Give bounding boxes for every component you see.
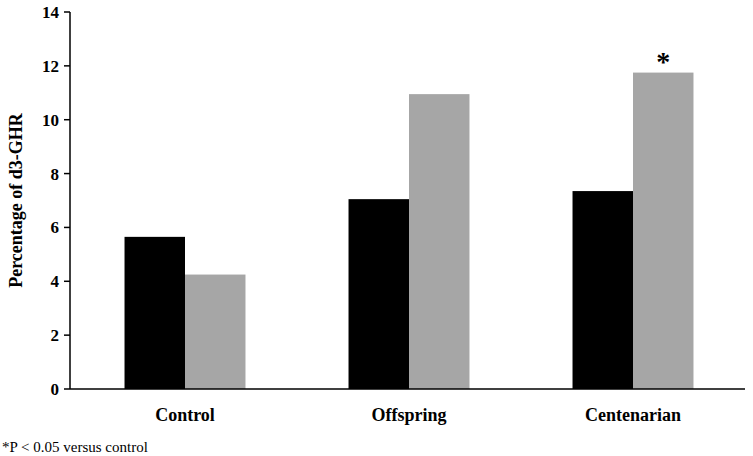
x-tick-label: Control bbox=[155, 405, 215, 425]
x-axis bbox=[70, 388, 745, 390]
bars bbox=[125, 73, 694, 389]
y-tick-label: 4 bbox=[51, 272, 60, 291]
bar bbox=[185, 275, 245, 389]
y-tick-label: 6 bbox=[51, 218, 60, 237]
chart-container: 0 2 4 6 8 10 12 14 Control Offspring Centenarian Pe… bbox=[0, 0, 753, 456]
chart-svg: 0 2 4 6 8 10 12 14 Control Offspring Centenarian Pe… bbox=[0, 0, 753, 456]
y-tick bbox=[64, 173, 70, 175]
y-tick-label: 0 bbox=[51, 380, 60, 399]
y-tick bbox=[64, 119, 70, 121]
bar bbox=[125, 237, 185, 389]
y-axis bbox=[69, 12, 71, 389]
y-tick-label: 14 bbox=[42, 3, 60, 22]
bar bbox=[349, 199, 409, 389]
bar bbox=[633, 73, 693, 389]
y-tick-label: 8 bbox=[51, 165, 60, 184]
bar bbox=[573, 191, 633, 389]
annotation: * bbox=[656, 46, 670, 77]
y-tick-label: 12 bbox=[42, 57, 59, 76]
y-tick-label: 2 bbox=[51, 326, 60, 345]
x-tick-label: Offspring bbox=[371, 405, 446, 425]
x-tick-label: Centenarian bbox=[585, 405, 681, 425]
footnote: *P < 0.05 versus control bbox=[2, 439, 148, 455]
y-tick-label: 10 bbox=[42, 111, 59, 130]
y-tick bbox=[64, 334, 70, 336]
y-tick bbox=[64, 281, 70, 283]
y-tick bbox=[64, 11, 70, 13]
y-tick bbox=[64, 388, 70, 390]
bar bbox=[409, 94, 469, 389]
y-tick bbox=[64, 65, 70, 67]
y-tick bbox=[64, 227, 70, 229]
y-axis-label: Percentage of d3-GHR bbox=[6, 112, 26, 288]
